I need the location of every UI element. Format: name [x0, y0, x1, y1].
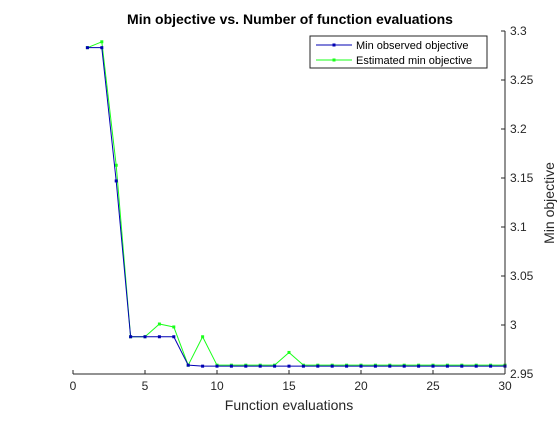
- x-axis-label: Function evaluations: [225, 397, 353, 413]
- data-point-min-observed: [273, 364, 277, 368]
- data-point-min-observed: [474, 364, 478, 368]
- data-point-min-observed: [172, 335, 176, 339]
- plot-area: [73, 31, 505, 374]
- data-point-min-observed: [417, 364, 421, 368]
- x-tick-label: 5: [142, 379, 149, 393]
- data-point-min-observed: [287, 364, 291, 368]
- data-point-estimated-min: [157, 322, 161, 326]
- y-tick-label: 3.2: [510, 122, 527, 136]
- legend-label-estimated-min: Estimated min objective: [356, 55, 472, 67]
- data-point-min-observed: [244, 364, 248, 368]
- y-ticks: 2.95 3 3.05 3.1 3.15 3.2 3.25 3.3: [501, 24, 534, 381]
- data-point-estimated-min: [287, 350, 291, 354]
- data-point-min-observed: [489, 364, 493, 368]
- data-point-min-observed: [388, 364, 392, 368]
- legend: Min observed objective Estimated min obj…: [309, 35, 488, 69]
- data-point-estimated-min: [114, 163, 118, 167]
- legend-box: [309, 35, 488, 69]
- y-tick-label: 2.95: [510, 367, 534, 381]
- x-tick-label: 15: [282, 379, 296, 393]
- data-point-min-observed: [129, 335, 133, 339]
- data-point-estimated-min: [100, 40, 104, 44]
- chart-title: Min objective vs. Number of function eva…: [127, 11, 453, 27]
- series-line-estimated-min: [87, 41, 505, 366]
- x-tick-label: 25: [426, 379, 440, 393]
- series-layer: [85, 40, 507, 368]
- data-point-min-observed: [186, 363, 190, 367]
- data-point-min-observed: [345, 364, 349, 368]
- data-point-min-observed: [157, 335, 161, 339]
- data-point-min-observed: [114, 179, 118, 183]
- x-tick-label: 30: [498, 379, 512, 393]
- data-point-estimated-min: [172, 325, 176, 329]
- data-point-min-observed: [359, 364, 363, 368]
- legend-marker-estimated-min: [332, 58, 336, 62]
- data-point-min-observed: [445, 364, 449, 368]
- x-tick-label: 20: [354, 379, 368, 393]
- legend-label-min-observed: Min observed objective: [356, 40, 469, 52]
- data-point-min-observed: [330, 364, 334, 368]
- data-point-min-observed: [85, 46, 89, 50]
- data-point-min-observed: [460, 364, 464, 368]
- data-point-min-observed: [229, 364, 233, 368]
- data-point-min-observed: [258, 364, 262, 368]
- data-point-min-observed: [402, 364, 406, 368]
- y-tick-label: 3.15: [510, 171, 534, 185]
- y-tick-label: 3.1: [510, 220, 527, 234]
- series-line-min-observed: [87, 47, 505, 367]
- y-tick-label: 3.3: [510, 24, 527, 38]
- data-point-min-observed: [431, 364, 435, 368]
- data-point-min-observed: [316, 364, 320, 368]
- data-point-estimated-min: [201, 335, 205, 339]
- data-point-min-observed: [201, 364, 205, 368]
- y-tick-label: 3: [510, 318, 517, 332]
- y-axis-label: Min objective: [541, 162, 557, 244]
- legend-marker-min-observed: [332, 43, 336, 47]
- y-tick-label: 3.05: [510, 269, 534, 283]
- y-tick-label: 3.25: [510, 73, 534, 87]
- data-point-min-observed: [301, 364, 305, 368]
- x-tick-label: 0: [70, 379, 77, 393]
- x-tick-label: 10: [210, 379, 224, 393]
- x-ticks: 0 5 10 15 20 25 30: [70, 370, 512, 393]
- data-point-min-observed: [373, 364, 377, 368]
- data-point-min-observed: [143, 335, 147, 339]
- data-point-min-observed: [100, 46, 104, 50]
- data-point-min-observed: [215, 364, 219, 368]
